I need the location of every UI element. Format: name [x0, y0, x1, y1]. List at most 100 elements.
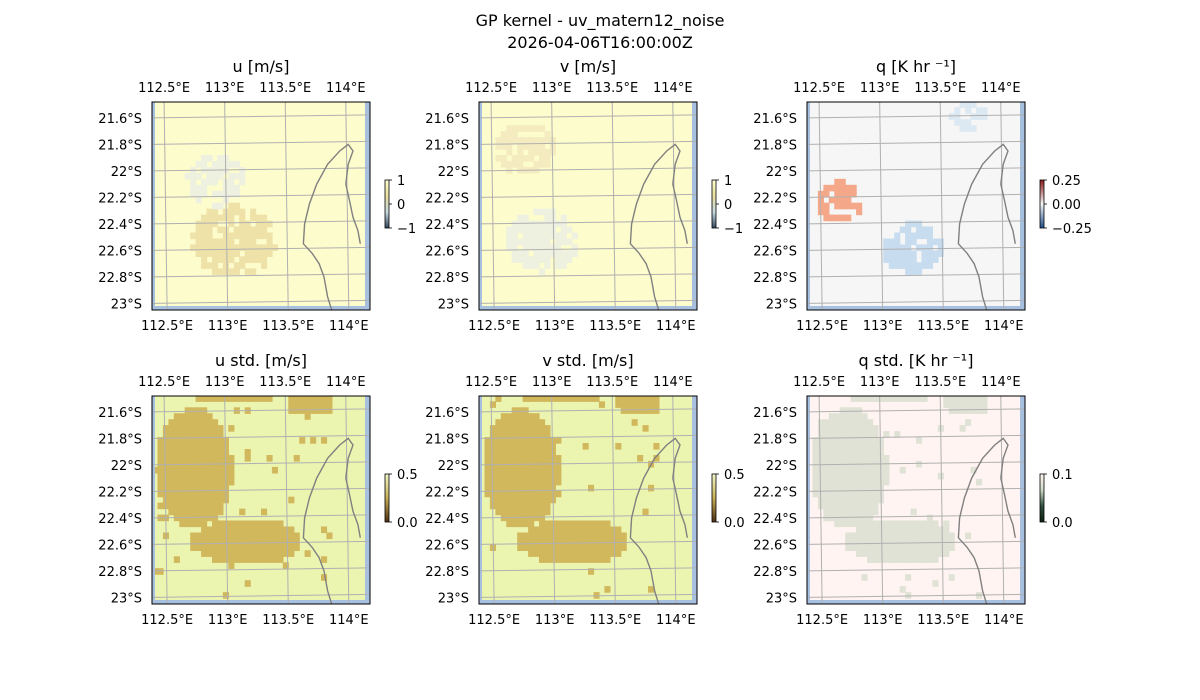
field-cell: [255, 550, 262, 557]
field-cell: [228, 220, 235, 228]
field-cell: [212, 256, 219, 263]
field-cell: [217, 214, 224, 222]
field-cell: [201, 220, 208, 228]
field-cell: [528, 419, 535, 426]
field-cell: [631, 396, 638, 402]
lon-tick-label-bottom: 112.5°E: [141, 319, 193, 334]
field-cell: [206, 244, 213, 251]
field-cell: [511, 419, 518, 426]
field-cell: [201, 256, 208, 263]
field-cell: [948, 407, 955, 414]
field-cell: [162, 455, 169, 462]
field-cell: [823, 472, 830, 480]
ocean-edge-right: [1020, 396, 1025, 604]
field-cell: [522, 256, 529, 263]
field-cell: [511, 431, 518, 438]
field-cell: [528, 466, 535, 474]
field-cell: [604, 550, 611, 557]
field-cell: [517, 490, 524, 498]
field-cell: [271, 544, 278, 551]
field-cell: [195, 514, 202, 522]
lat-tick-label: 21.8°S: [98, 138, 142, 153]
field-cell: [212, 466, 219, 474]
field-cell: [834, 419, 841, 426]
field-cell: [926, 262, 933, 269]
field-cell: [489, 472, 496, 480]
lat-tick-label: 22.2°S: [98, 485, 142, 500]
field-cell: [528, 220, 535, 228]
parallel-gridline: [152, 487, 370, 492]
field-cell: [321, 401, 328, 408]
field-cell: [522, 413, 529, 420]
field-cell: [168, 425, 175, 432]
field-cell: [948, 113, 955, 120]
field-cell: [582, 544, 589, 551]
lon-tick-label-top: 113°E: [860, 81, 900, 96]
field-cell: [233, 226, 240, 234]
field-cell: [288, 401, 295, 408]
parallel-gridline: [807, 540, 1025, 545]
field-cell: [212, 172, 219, 180]
lon-tick-label-bottom: 113.5°E: [917, 613, 969, 628]
field-cell: [212, 544, 219, 551]
field-cell: [834, 214, 841, 222]
field-cell: [201, 425, 208, 432]
field-cell: [173, 466, 180, 474]
field-cell: [916, 538, 923, 545]
field-cell: [894, 532, 901, 540]
field-cell: [577, 550, 584, 557]
lon-tick-label-bottom: 113°E: [863, 319, 903, 334]
field-cell: [981, 113, 988, 120]
field-cell: [637, 396, 644, 402]
field-cell: [867, 502, 874, 510]
field-cell: [266, 538, 273, 545]
field-cell: [954, 396, 961, 402]
field-cell: [539, 208, 546, 216]
field-cell: [823, 484, 830, 492]
field-cell: [916, 526, 923, 534]
field-cell: [834, 520, 841, 528]
field-cell: [533, 149, 540, 156]
field-cell: [261, 232, 268, 240]
field-cell: [839, 484, 846, 492]
field-cell: [539, 256, 546, 263]
field-cell: [228, 268, 235, 275]
lat-tick-label: 21.6°S: [425, 112, 469, 127]
field-cell: [250, 556, 257, 563]
field-cell: [255, 396, 262, 402]
lon-tick-label-bottom: 113°E: [535, 613, 575, 628]
field-cell: [926, 526, 933, 534]
parallel-gridline: [807, 514, 1025, 519]
field-cell: [522, 544, 529, 551]
field-cell: [845, 520, 852, 528]
field-cell: [856, 419, 863, 426]
field-cell: [533, 256, 540, 263]
field-cell: [817, 425, 824, 432]
map-panel: u std. [m/s]112.5°E112.5°E113°E113°E113.…: [98, 351, 417, 628]
field-cell: [905, 396, 912, 402]
field-cell: [872, 443, 879, 450]
field-cell: [517, 238, 524, 246]
field-cell: [195, 538, 202, 545]
field-cell: [495, 466, 502, 474]
field-cell: [528, 149, 535, 156]
lon-tick-label-top: 113.5°E: [259, 81, 311, 96]
field-cell: [500, 413, 507, 420]
field-cell: [856, 478, 863, 486]
field-cell: [533, 472, 540, 480]
field-cell: [637, 407, 644, 414]
field-cell: [582, 443, 589, 450]
field-cell: [867, 419, 874, 426]
lon-tick-label-top: 112.5°E: [465, 375, 517, 390]
field-cell: [883, 455, 890, 462]
field-cell: [179, 484, 186, 492]
field-cell: [834, 431, 841, 438]
colorbar-tick-label: 1: [397, 174, 405, 189]
field-cell: [179, 472, 186, 480]
field-cell: [228, 178, 235, 186]
field-cell: [965, 419, 972, 426]
field-cell: [544, 455, 551, 462]
field-cell: [899, 262, 906, 269]
field-cell: [609, 550, 616, 557]
field-cell: [184, 455, 191, 462]
